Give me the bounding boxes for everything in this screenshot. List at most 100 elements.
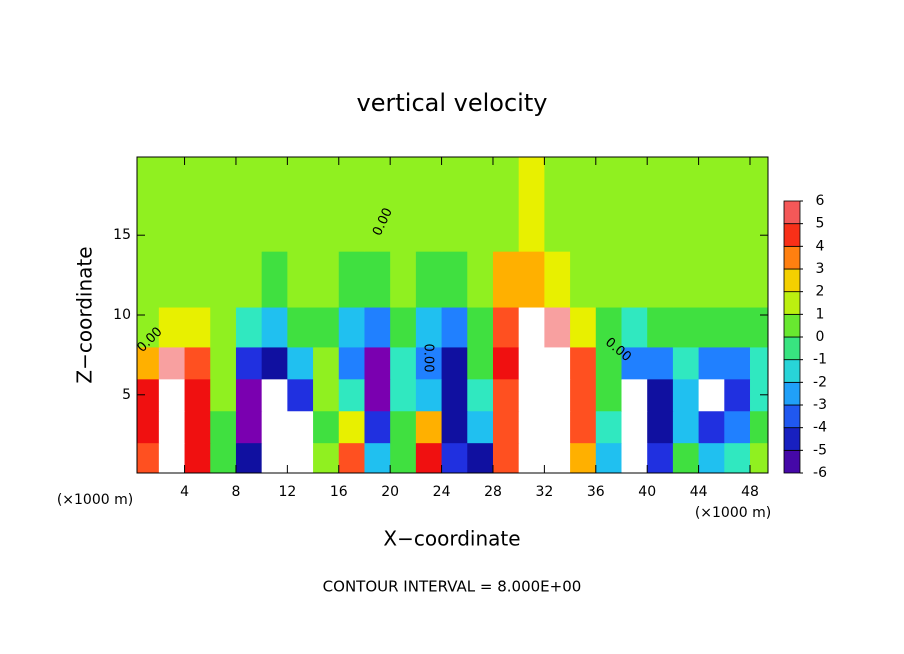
heatmap-cell (724, 251, 751, 308)
heatmap-cell (210, 378, 237, 412)
colorbar-box (783, 359, 801, 383)
heatmap-cell (235, 378, 263, 412)
heatmap-cell (210, 346, 237, 380)
heatmap-cell (364, 157, 391, 252)
heatmap-cell (313, 346, 340, 380)
heatmap-cell (750, 251, 769, 308)
colorbar-tick-label: -3 (813, 397, 827, 413)
heatmap-cell (415, 346, 443, 380)
heatmap-cell (724, 307, 751, 348)
x-axis-label: X−coordinate (383, 527, 520, 551)
heatmap-cell (364, 346, 391, 380)
heatmap-cell (210, 157, 237, 252)
heatmap-cell (210, 410, 237, 444)
heatmap-cell (415, 410, 443, 444)
x-tick-label: 4 (180, 484, 189, 500)
heatmap-cell (621, 442, 648, 474)
colorbar-tick-label: 2 (816, 284, 825, 300)
heatmap-cell (184, 157, 211, 252)
colorbar-box (783, 268, 801, 293)
x-tick-label: 16 (330, 484, 348, 500)
heatmap-cell (137, 157, 160, 252)
heatmap-cell (441, 157, 468, 252)
x-tick-label: 44 (690, 484, 708, 500)
heatmap-cell (441, 410, 468, 444)
heatmap-cell (390, 378, 417, 412)
y-tick-label: 5 (122, 387, 131, 403)
heatmap-cell (338, 251, 365, 308)
heatmap-cell (492, 442, 520, 474)
heatmap-cell (441, 251, 468, 308)
heatmap-cell (672, 157, 700, 252)
heatmap-cell (415, 251, 443, 308)
heatmap-cell (698, 251, 725, 308)
heatmap-cell (518, 307, 545, 348)
heatmap-cell (570, 442, 597, 474)
heatmap-cell (287, 307, 314, 348)
heatmap-cell (672, 251, 700, 308)
heatmap-cell (158, 157, 186, 252)
heatmap-cell (313, 378, 340, 412)
heatmap-cell (261, 157, 288, 252)
heatmap-cell (647, 442, 674, 474)
colorbar-tick-label: 6 (816, 193, 825, 209)
colorbar-tick-label: 1 (816, 306, 825, 322)
heatmap-cell (698, 307, 725, 348)
heatmap-cell (698, 157, 725, 252)
heatmap-cell (441, 378, 468, 412)
heatmap-cell (338, 157, 365, 252)
heatmap-cell (724, 157, 751, 252)
heatmap-cell (364, 410, 391, 444)
heatmap-cell (390, 251, 417, 308)
heatmap-cell (137, 410, 160, 444)
heatmap-cell (621, 157, 648, 252)
x-tick-label: 48 (741, 484, 759, 500)
colorbar-tick-label: 3 (816, 261, 825, 277)
heatmap-cell (158, 378, 186, 412)
heatmap-cell (415, 378, 443, 412)
colorbar-box (783, 381, 801, 406)
heatmap-cell (750, 410, 769, 444)
heatmap-cell (210, 251, 237, 308)
heatmap-cell (313, 251, 340, 308)
heatmap-cell (467, 442, 494, 474)
x-tick-label: 32 (535, 484, 553, 500)
heatmap-cell (313, 307, 340, 348)
heatmap-cell (137, 251, 160, 308)
heatmap-cell (672, 378, 700, 412)
contour-label: 0.00 (421, 344, 436, 373)
heatmap-cell (647, 346, 674, 380)
heatmap-cell (261, 251, 288, 308)
heatmap-cell (338, 346, 365, 380)
colorbar-tick-label: 0 (816, 329, 825, 345)
heatmap-cell (338, 442, 365, 474)
colorbar-tick-label: -4 (813, 420, 827, 436)
heatmap-cell (698, 410, 725, 444)
heatmap-cell (313, 157, 340, 252)
heatmap-cell (724, 378, 751, 412)
heatmap-cell (467, 157, 494, 252)
heatmap-cell (184, 378, 211, 412)
heatmap-cell (518, 442, 545, 474)
heatmap-cell (750, 378, 769, 412)
heatmap-cell (158, 410, 186, 444)
heatmap-cell (184, 410, 211, 444)
heatmap-cell (621, 251, 648, 308)
heatmap-cell (544, 442, 571, 474)
heatmap-cell (595, 378, 622, 412)
heatmap-cell (441, 307, 468, 348)
heatmap-cell (158, 307, 186, 348)
heatmap-cell (750, 346, 769, 380)
x-tick-label: 28 (484, 484, 502, 500)
heatmap-cell (235, 251, 263, 308)
heatmap-cell (390, 410, 417, 444)
footnote: CONTOUR INTERVAL = 8.000E+00 (323, 578, 582, 596)
heatmap-cell (621, 307, 648, 348)
heatmap-cell (595, 442, 622, 474)
heatmap-cell (137, 307, 160, 348)
heatmap-cell (621, 378, 648, 412)
heatmap-cell (261, 346, 288, 380)
heatmap-cell (364, 442, 391, 474)
heatmap-cell (672, 410, 700, 444)
